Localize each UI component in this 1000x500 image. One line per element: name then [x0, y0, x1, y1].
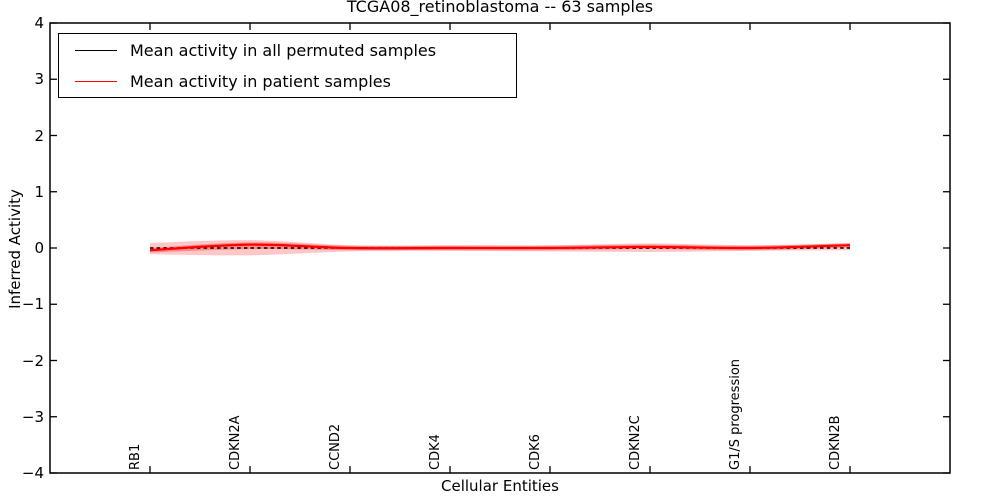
- legend-line-sample-black: [75, 49, 117, 51]
- y-tick-label--1: −1: [21, 295, 44, 314]
- legend-entry-permuted: Mean activity in all permuted samples: [59, 35, 516, 66]
- legend-entry-patient: Mean activity in patient samples: [59, 66, 516, 97]
- chart-title: TCGA08_retinoblastoma -- 63 samples: [346, 0, 654, 16]
- x-tick-label-cdkn2b: CDKN2B: [827, 415, 843, 470]
- x-tick-label-rb1: RB1: [127, 443, 143, 470]
- y-tick-label-0: 0: [34, 239, 44, 257]
- x-tick-label-cdkn2c: CDKN2C: [627, 415, 643, 470]
- y-tick-label-1: 1: [34, 182, 44, 201]
- series-line-patient: [149, 243, 851, 252]
- y-tick-label--4: −4: [21, 464, 44, 482]
- y-tick-label--2: −2: [21, 351, 44, 370]
- legend-label: Mean activity in patient samples: [130, 71, 391, 91]
- x-tick-label-ccnd2: CCND2: [327, 423, 343, 470]
- legend-label: Mean activity in all permuted samples: [130, 40, 437, 60]
- x-tick-label-g1-s-progression: G1/S progression: [727, 358, 743, 470]
- x-tick-label-cdk6: CDK6: [527, 434, 543, 470]
- legend: Mean activity in all permuted samples Me…: [58, 33, 517, 98]
- legend-line-sample-red: [75, 80, 117, 82]
- y-tick-label-2: 2: [34, 126, 44, 145]
- x-tick-label-cdkn2a: CDKN2A: [227, 415, 243, 470]
- y-tick-label-4: 4: [34, 14, 44, 32]
- x-tick-label-cdk4: CDK4: [427, 434, 443, 470]
- y-tick-label-3: 3: [34, 70, 44, 89]
- x-axis-title: Cellular Entities: [441, 477, 559, 495]
- y-tick-label--3: −3: [21, 407, 44, 426]
